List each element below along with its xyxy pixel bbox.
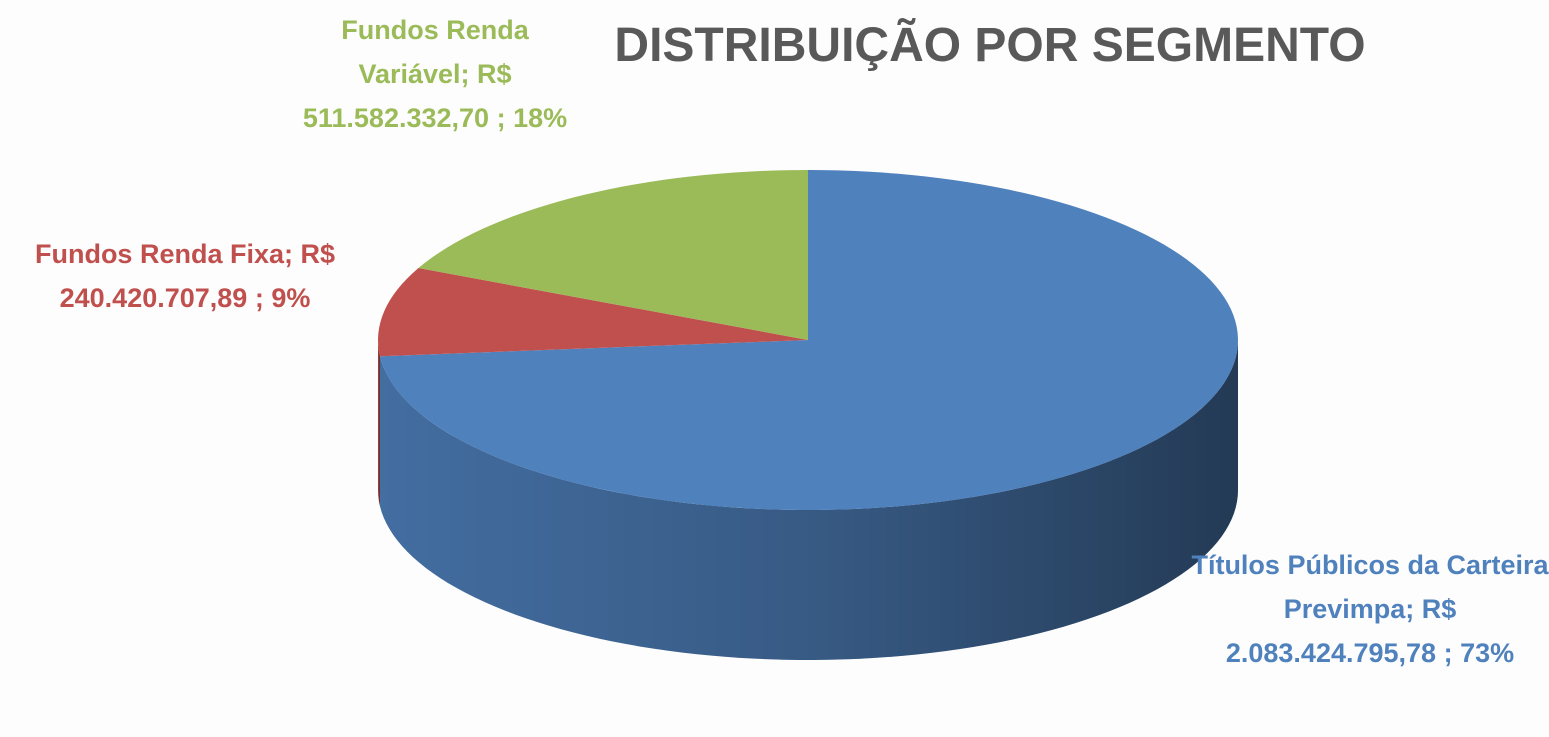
label-separator: ; bbox=[284, 239, 293, 269]
label-separator: ; bbox=[1443, 638, 1453, 668]
slice-side-shade bbox=[379, 340, 1239, 660]
chart-title: DISTRIBUIÇÃO POR SEGMENTO bbox=[614, 19, 1366, 72]
slice bbox=[379, 170, 1238, 510]
data-label: Fundos Renda Fixa; R$ 240.420.707,89 ; 9… bbox=[0, 232, 370, 320]
label-category: Títulos Públicos da Carteira Previmpa bbox=[1191, 550, 1549, 624]
label-separator: ; bbox=[496, 103, 506, 133]
label-value: R$ 2.083.424.795,78 bbox=[1225, 594, 1457, 668]
slice-side-shade bbox=[378, 340, 380, 507]
label-percent: 18% bbox=[513, 103, 568, 133]
label-value: R$ 511.582.332,70 bbox=[302, 59, 512, 133]
data-label: Títulos Públicos da Carteira Previmpa; R… bbox=[1190, 543, 1549, 675]
slice bbox=[418, 170, 808, 340]
data-label: Fundos Renda Variável; R$ 511.582.332,70… bbox=[290, 8, 580, 140]
label-percent: 73% bbox=[1460, 638, 1515, 668]
label-separator: ; bbox=[1405, 594, 1415, 624]
label-category: Fundos Renda Variável bbox=[341, 15, 529, 89]
label-separator: ; bbox=[254, 283, 264, 313]
label-category: Fundos Renda Fixa bbox=[34, 239, 284, 269]
slice bbox=[378, 268, 808, 357]
label-value: R$ 240.420.707,89 bbox=[59, 239, 336, 313]
label-separator: ; bbox=[460, 59, 470, 89]
label-percent: 9% bbox=[271, 283, 311, 313]
